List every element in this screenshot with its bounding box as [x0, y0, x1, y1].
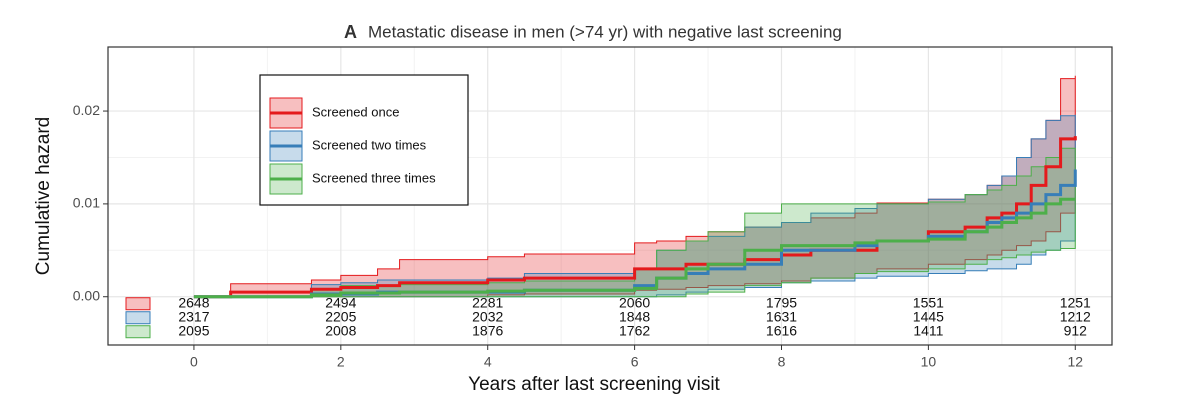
at-risk-count: 2317 — [178, 308, 209, 324]
risk-key — [125, 311, 151, 325]
at-risk-count: 1795 — [766, 294, 797, 310]
x-tick-label: 4 — [484, 354, 492, 370]
at-risk-count: 2060 — [619, 294, 650, 310]
at-risk-count: 1876 — [472, 322, 503, 338]
at-risk-count: 2095 — [178, 322, 209, 338]
at-risk-count: 1445 — [913, 308, 944, 324]
legend-label: Screened once — [312, 104, 399, 119]
at-risk-count: 2494 — [325, 294, 356, 310]
at-risk-count: 1631 — [766, 308, 797, 324]
at-risk-count: 1848 — [619, 308, 650, 324]
risk-key — [125, 325, 151, 339]
x-axis-title: Years after last screening visit — [468, 374, 720, 395]
chart-title: Metastatic disease in men (>74 yr) with … — [368, 22, 842, 41]
at-risk-count: 2648 — [178, 294, 209, 310]
at-risk-count: 1551 — [913, 294, 944, 310]
x-tick-label: 8 — [778, 354, 786, 370]
at-risk-count: 912 — [1064, 322, 1088, 338]
x-tick-label: 0 — [190, 354, 198, 370]
at-risk-count: 2205 — [325, 308, 356, 324]
panel-label: A — [344, 22, 357, 42]
y-tick-label: 0.00 — [73, 287, 100, 303]
at-risk-count: 1616 — [766, 322, 797, 338]
x-tick-label: 6 — [631, 354, 639, 370]
x-tick-label: 10 — [921, 354, 937, 370]
at-risk-count: 1411 — [913, 322, 943, 338]
at-risk-count: 1251 — [1060, 294, 1091, 310]
y-axis-title: Cumulative hazard — [33, 117, 54, 275]
at-risk-count: 2281 — [472, 294, 503, 310]
y-tick-label: 0.01 — [73, 195, 100, 211]
risk-key — [125, 297, 151, 311]
at-risk-count: 1762 — [619, 322, 650, 338]
legend-label: Screened two times — [312, 137, 427, 152]
x-tick-label: 2 — [337, 354, 345, 370]
at-risk-count: 1212 — [1060, 308, 1091, 324]
y-tick-label: 0.02 — [73, 102, 100, 118]
legend-label: Screened three times — [312, 170, 436, 185]
legend-box — [259, 74, 469, 206]
plot-frame — [107, 46, 1113, 346]
at-risk-count: 2008 — [325, 322, 356, 338]
at-risk-count: 2032 — [472, 308, 503, 324]
x-tick-label: 12 — [1067, 354, 1083, 370]
hazard-line — [193, 197, 1076, 299]
